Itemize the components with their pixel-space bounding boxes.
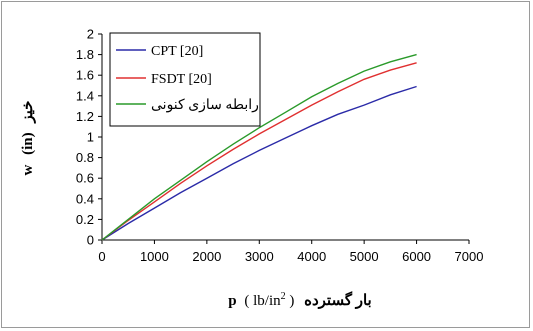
y-tick-label: 0.8	[76, 150, 94, 165]
x-tick-label: 6000	[402, 249, 431, 264]
y-tick-label: 2	[87, 27, 94, 42]
y-tick-label: 0.6	[76, 171, 94, 186]
y-tick-label: 1	[87, 130, 94, 145]
x-tick-label: 2000	[192, 249, 221, 264]
legend-box	[109, 32, 261, 127]
series-line-0	[101, 85, 417, 241]
y-tick-label: 1.8	[76, 47, 94, 62]
y-tick-label: 0.2	[76, 212, 94, 227]
legend: CPT [20] FSDT [20] رابطه سازی کنونی	[109, 32, 261, 127]
x-tick-label: 3000	[245, 249, 274, 264]
y-axis-unit: (in)	[20, 132, 36, 155]
y-tick-label: 0.4	[76, 191, 94, 206]
legend-label: CPT [20]	[151, 44, 203, 59]
axes	[98, 33, 470, 244]
series-lines	[101, 53, 417, 241]
x-tick-label: 4000	[297, 249, 326, 264]
x-tick-label: 0	[98, 249, 105, 264]
x-axis-unit-close: )	[286, 293, 295, 309]
series-line-2	[101, 53, 417, 241]
x-axis-symbol: p	[228, 293, 236, 309]
x-axis-unit: ( lb/in	[244, 293, 281, 309]
x-tick-label: 7000	[455, 249, 484, 264]
y-tick-label: 1.2	[76, 109, 94, 124]
tick-labels: 0 0.2 0.4 0.6 0.8 1 1.2 1.4 1.6 1.8 2 0 1000 2000 3000…	[76, 27, 484, 265]
legend-label: FSDT [20]	[151, 72, 212, 87]
series-line-1	[101, 62, 417, 241]
y-axis-title: w (in) خیز	[20, 101, 36, 176]
x-axis-unit-sup: 2	[281, 291, 286, 302]
x-tick-label: 1000	[140, 249, 169, 264]
legend-label: رابطه سازی کنونی	[151, 98, 259, 113]
x-tick-label: 5000	[350, 249, 379, 264]
y-tick-label: 1.6	[76, 68, 94, 83]
x-axis-persian: بار گسترده	[304, 291, 372, 309]
x-axis-title: p ( lb/in2 ) بار گسترده	[228, 291, 371, 309]
y-tick-label: 1.4	[76, 88, 94, 103]
y-tick-label: 0	[87, 233, 94, 248]
y-axis-persian: خیز	[20, 101, 36, 124]
y-axis-symbol: w	[20, 164, 36, 175]
